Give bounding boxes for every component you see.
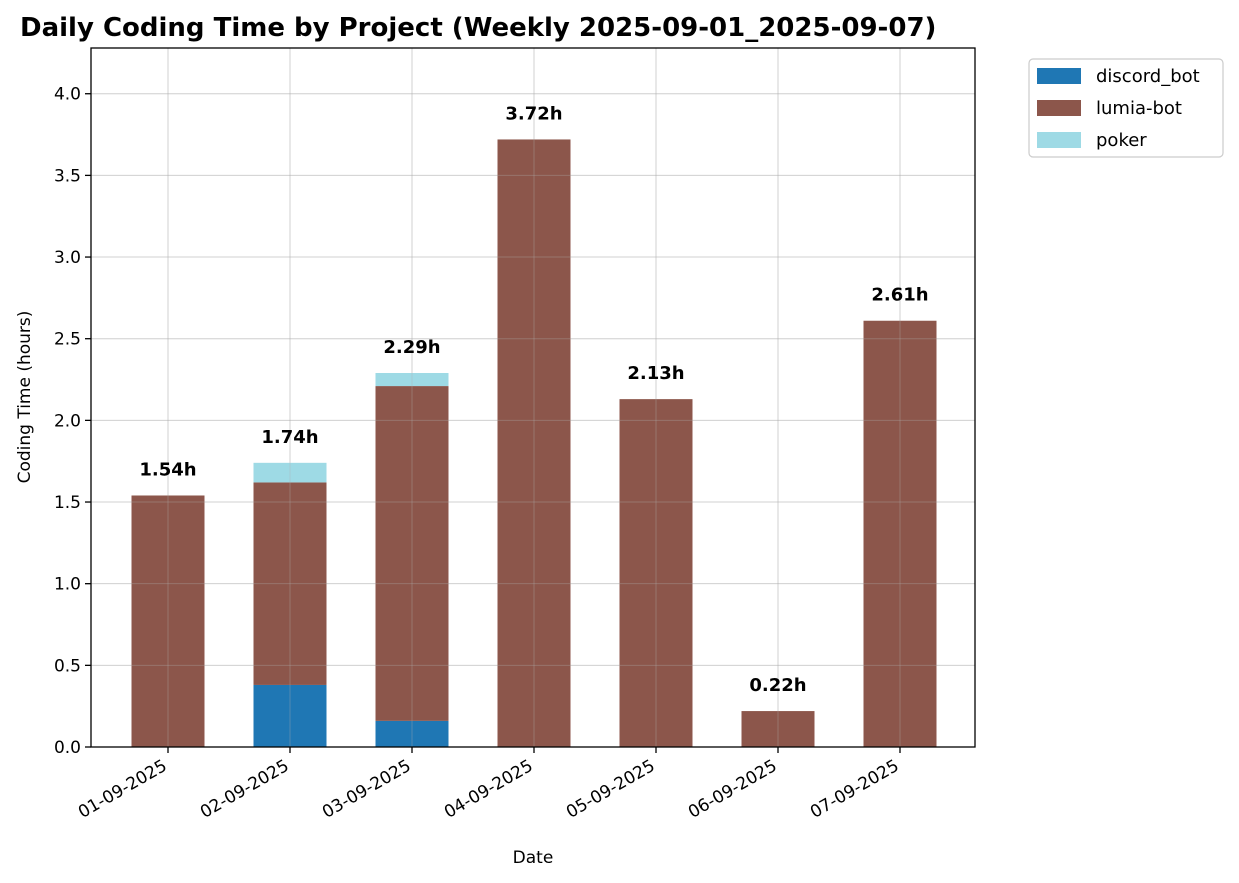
legend-label-lumia-bot: lumia-bot <box>1096 98 1182 119</box>
bar-lumia-bot-04-09-2025 <box>497 139 571 747</box>
y-axis-ticks: 0.0 0.5 1.0 1.5 2.0 2.5 3.0 3.5 4.0 <box>54 85 91 758</box>
total-label: 2.29h <box>383 337 440 358</box>
legend-swatch-poker <box>1037 132 1081 148</box>
bar-poker-02-09-2025 <box>253 462 327 483</box>
bar-lumia-bot-01-09-2025 <box>131 495 205 747</box>
legend-label-poker: poker <box>1096 130 1147 151</box>
legend: discord_bot lumia-bot poker <box>1028 58 1224 158</box>
y-axis-label: Coding Time (hours) <box>15 311 35 484</box>
bar-lumia-bot-02-09-2025 <box>253 482 327 685</box>
legend-label-discord_bot: discord_bot <box>1096 66 1200 87</box>
bar-discord_bot-03-09-2025 <box>375 720 449 747</box>
grid-overlay <box>91 48 975 748</box>
bar-lumia-bot-06-09-2025 <box>741 711 815 747</box>
bar-lumia-bot-05-09-2025 <box>619 399 693 747</box>
bar-lumia-bot-03-09-2025 <box>375 386 449 721</box>
legend-swatch-lumia-bot <box>1037 100 1081 116</box>
total-label: 1.54h <box>139 459 196 480</box>
legend-swatch-discord_bot <box>1037 68 1081 84</box>
y-tick-label: 0.0 <box>54 738 81 758</box>
y-tick-label: 3.0 <box>54 248 81 268</box>
bars <box>131 139 937 747</box>
y-tick-label: 2.5 <box>54 330 81 350</box>
bar-lumia-bot-07-09-2025 <box>863 320 937 747</box>
total-label: 3.72h <box>505 103 562 124</box>
x-axis-label: Date <box>513 848 554 868</box>
bar-discord_bot-02-09-2025 <box>253 684 327 747</box>
total-label: 1.74h <box>261 427 318 448</box>
total-label: 2.61h <box>871 285 928 306</box>
data-labels: 1.54h 1.74h 2.29h 3.72h 2.13h 0.22h 2.61h <box>139 103 928 696</box>
total-label: 2.13h <box>627 363 684 384</box>
y-tick-label: 1.0 <box>54 575 81 595</box>
y-tick-label: 1.5 <box>54 493 81 513</box>
y-tick-label: 0.5 <box>54 656 81 676</box>
y-tick-label: 4.0 <box>54 85 81 105</box>
y-tick-label: 2.0 <box>54 411 81 431</box>
y-tick-label: 3.5 <box>54 166 81 186</box>
plot-area-frame <box>90 47 976 748</box>
chart-title: Daily Coding Time by Project (Weekly 202… <box>20 13 936 43</box>
total-label: 0.22h <box>749 675 806 696</box>
bar-poker-03-09-2025 <box>375 373 449 387</box>
